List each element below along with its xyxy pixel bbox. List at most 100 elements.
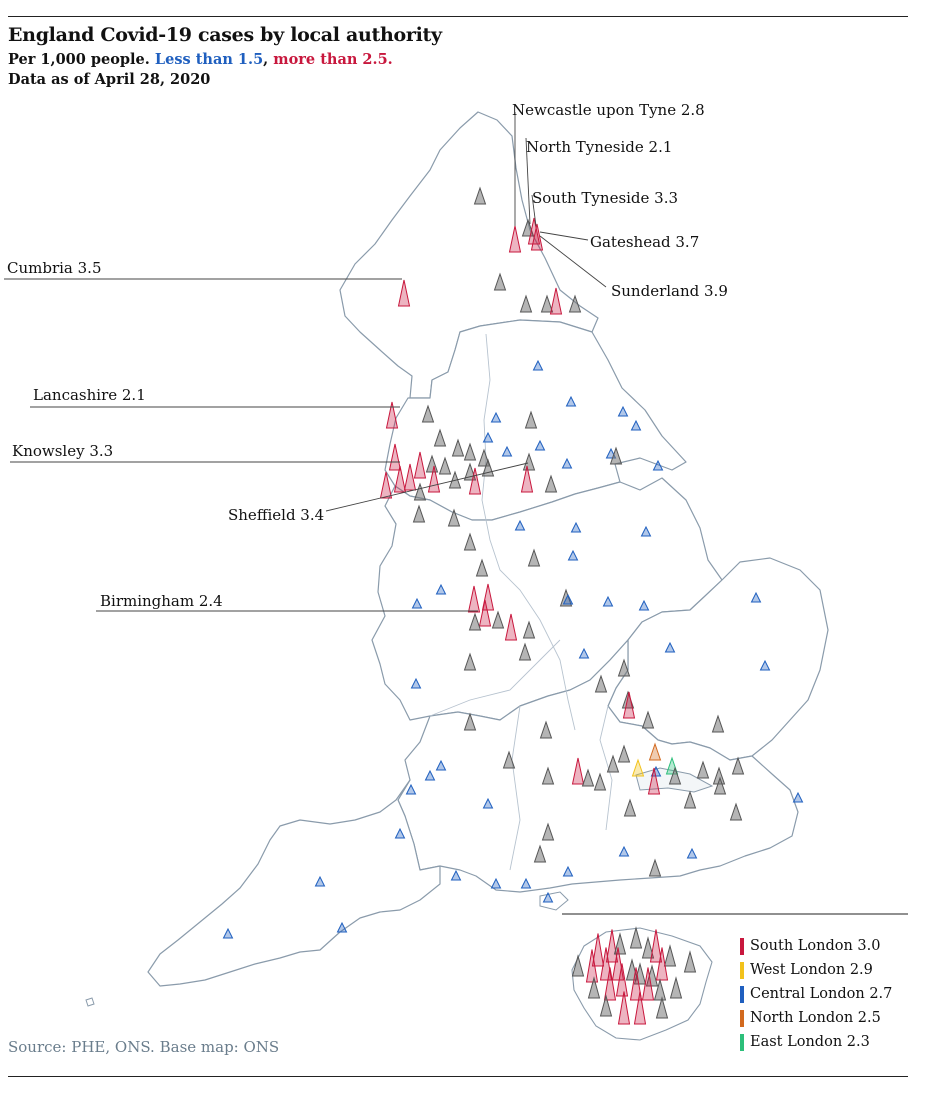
authority-spike: [463, 532, 477, 551]
legend-swatch-south: [740, 937, 744, 955]
authority-spike: [686, 847, 698, 859]
authority-spike: [520, 465, 534, 493]
authority-spike: [527, 217, 541, 245]
authority-spike: [467, 585, 481, 613]
authority-spike: [655, 996, 669, 1019]
authority-spike: [411, 597, 423, 609]
authority-spike: [571, 757, 585, 785]
authority-spike: [447, 508, 461, 527]
label-sheffield: Sheffield 3.4: [228, 506, 324, 524]
authority-spike: [424, 769, 436, 781]
authority-spike: [631, 758, 645, 777]
authority-spike: [581, 768, 595, 787]
authority-spike: [792, 791, 804, 803]
authority-spike: [490, 411, 502, 423]
label-leader-lines: [4, 112, 607, 612]
authority-spike: [683, 790, 697, 809]
legend-east-london: East London 2.3: [740, 1030, 892, 1054]
authority-spike: [314, 875, 326, 887]
authority-spike: [713, 776, 727, 795]
authority-spike: [490, 877, 502, 889]
legend-label-east: East London 2.3: [750, 1034, 870, 1050]
authority-spike: [393, 465, 407, 493]
high-legend-text: more than 2.5.: [273, 51, 393, 68]
authority-spike: [617, 991, 631, 1025]
authority-spike: [519, 294, 533, 313]
authority-spike: [508, 225, 522, 253]
authority-spike: [623, 798, 637, 817]
authority-spike: [463, 712, 477, 731]
legend-west-london: West London 2.9: [740, 958, 892, 982]
label-gateshead: Gateshead 3.7: [590, 233, 699, 251]
authority-spike: [427, 465, 441, 493]
low-legend-text: Less than 1.5: [154, 51, 264, 68]
legend-south-london: South London 3.0: [740, 934, 892, 958]
authority-spike: [603, 967, 617, 1001]
authority-spike: [549, 287, 563, 315]
authority-spike: [504, 613, 518, 641]
authority-spike: [403, 463, 417, 491]
authority-spike: [606, 754, 620, 773]
authority-spike: [413, 482, 427, 501]
authority-spike: [482, 431, 494, 443]
authority-spike: [638, 599, 650, 611]
authority-spike: [463, 442, 477, 461]
authority-spike: [578, 647, 590, 659]
authority-spike: [599, 947, 613, 981]
legend-label-west: West London 2.9: [750, 962, 873, 978]
label-knowsley: Knowsley 3.3: [12, 442, 113, 460]
authority-spike: [568, 294, 582, 313]
authority-spike: [641, 936, 655, 959]
authority-spike: [379, 471, 393, 499]
authority-spike: [567, 549, 579, 561]
authority-spike: [533, 844, 547, 863]
legend-label-north: North London 2.5: [750, 1010, 881, 1026]
authority-spike: [385, 401, 399, 429]
authority-spike: [629, 967, 643, 1001]
bottom-rule: [8, 1076, 908, 1077]
authority-spike: [438, 456, 452, 475]
authority-spike: [435, 759, 447, 771]
authority-spike: [491, 610, 505, 629]
authority-spike: [617, 744, 631, 763]
authority-spike: [669, 976, 683, 999]
authority-spike: [544, 474, 558, 493]
authority-spike: [561, 457, 573, 469]
authority-spike: [731, 756, 745, 775]
authority-spike: [591, 933, 605, 967]
authority-spike: [571, 954, 585, 977]
subtitle-prefix: Per 1,000 people.: [8, 51, 150, 68]
authority-spike: [463, 652, 477, 671]
authority-spike: [524, 410, 538, 429]
authority-spike: [729, 802, 743, 821]
authority-spike: [222, 927, 234, 939]
authority-spike: [562, 593, 574, 605]
authority-spike: [617, 658, 631, 677]
authority-spike: [562, 865, 574, 877]
authority-spike: [593, 772, 607, 791]
authority-spike: [570, 521, 582, 533]
authority-spike: [759, 659, 771, 671]
authority-spike: [641, 710, 655, 729]
legend-swatch-north: [740, 1009, 744, 1027]
authority-spike: [648, 742, 662, 761]
authority-spike: [514, 519, 526, 531]
authority-spike: [532, 359, 544, 371]
authority-spike: [412, 504, 426, 523]
authority-spike: [696, 760, 710, 779]
authority-spike: [518, 642, 532, 661]
leader-sheffield: [325, 462, 529, 512]
authority-spike: [413, 451, 427, 479]
authority-spike: [473, 186, 487, 205]
authority-spike: [617, 405, 629, 417]
authority-spike: [520, 877, 532, 889]
authority-spike: [711, 714, 725, 733]
authority-spike: [394, 827, 406, 839]
authority-spike: [750, 591, 762, 603]
authority-spike: [421, 404, 435, 423]
leader-south-tyneside: [531, 194, 537, 227]
authority-spike: [468, 612, 482, 631]
label-newcastle: Newcastle upon Tyne 2.8: [512, 101, 705, 119]
authority-spike: [541, 822, 555, 841]
england-outline: [147, 111, 829, 987]
